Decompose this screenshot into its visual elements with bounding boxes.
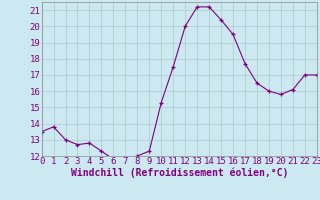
X-axis label: Windchill (Refroidissement éolien,°C): Windchill (Refroidissement éolien,°C) [70, 168, 288, 178]
